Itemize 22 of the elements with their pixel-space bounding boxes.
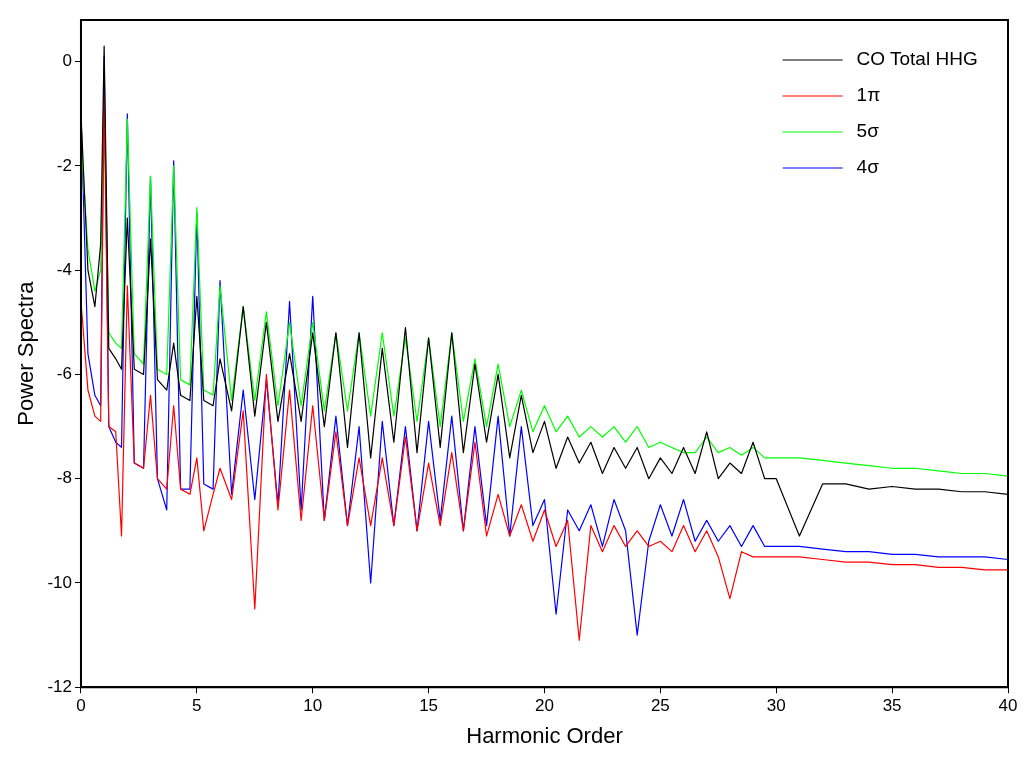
x-tick-label: 25 <box>650 696 670 716</box>
y-tick-label: -12 <box>47 676 72 696</box>
y-axis-title: Power Spectra <box>13 280 39 426</box>
x-tick-label: 30 <box>766 696 786 716</box>
y-tick-label: -2 <box>56 155 72 175</box>
x-tick-label: 15 <box>419 696 439 716</box>
legend-label: CO Total HHG <box>856 48 978 70</box>
x-tick-label: 5 <box>192 696 202 716</box>
x-tick-label: 10 <box>303 696 323 716</box>
legend-label: 4σ <box>856 156 880 178</box>
y-tick-label: 0 <box>62 51 72 71</box>
x-tick-label: 0 <box>76 696 86 716</box>
x-tick-label: 35 <box>882 696 902 716</box>
y-tick-label: -8 <box>56 468 72 488</box>
x-tick-label: 20 <box>535 696 554 716</box>
y-tick-label: -4 <box>56 259 72 279</box>
legend-label: 1π <box>856 84 881 106</box>
y-tick-label: -10 <box>47 572 72 592</box>
x-tick-label: 40 <box>998 696 1018 716</box>
legend-label: 5σ <box>856 120 880 142</box>
y-tick-label: -6 <box>56 364 72 384</box>
x-axis-title: Harmonic Order <box>466 722 623 748</box>
